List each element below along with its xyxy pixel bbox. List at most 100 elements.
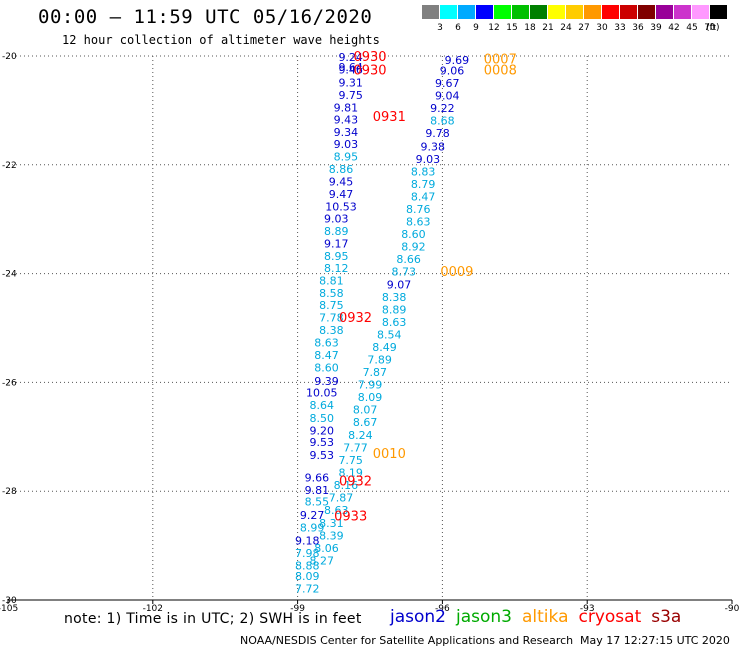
legend-entry: jason3 <box>456 607 512 627</box>
wave-height-value: 9.39 <box>314 375 339 388</box>
y-tick-label: -28 <box>2 487 17 497</box>
wave-height-value: 8.75 <box>319 299 344 312</box>
y-tick-label: -22 <box>2 161 17 171</box>
color-scale-label: 15 <box>506 23 518 33</box>
pass-time-label: 0932 <box>339 474 372 489</box>
pass-time-label: 0007 <box>484 53 517 68</box>
wave-height-value: 8.39 <box>319 529 344 542</box>
color-scale-label: 36 <box>632 23 644 33</box>
wave-height-value: 9.22 <box>430 102 455 115</box>
color-swatch <box>656 5 673 19</box>
wave-height-value: 8.86 <box>329 163 354 176</box>
wave-height-value: 8.81 <box>319 275 344 288</box>
wave-height-value: 9.03 <box>416 153 441 166</box>
y-tick-label: -30 <box>2 596 17 606</box>
x-tick-label: -96 <box>435 604 450 614</box>
wave-height-value: 8.76 <box>406 203 431 216</box>
wave-height-value: 9.75 <box>338 89 363 102</box>
wave-height-value: 8.60 <box>314 362 339 375</box>
wave-height-value: 9.18 <box>295 535 320 548</box>
wave-height-value: 9.53 <box>309 436 334 449</box>
wave-height-value: 8.63 <box>324 504 349 517</box>
wave-height-value: 8.49 <box>372 341 397 354</box>
wave-height-value: 8.89 <box>382 304 407 317</box>
x-tick-label: -105 <box>0 604 18 614</box>
x-tick-label: -90 <box>725 604 740 614</box>
y-tick-label: -20 <box>2 52 17 62</box>
chart-subtitle: 12 hour collection of altimeter wave hei… <box>62 33 380 47</box>
wave-height-value: 8.50 <box>309 412 334 425</box>
pass-time-label: 0931 <box>373 110 406 125</box>
color-swatch <box>638 5 655 19</box>
color-scale-label: 24 <box>560 23 572 33</box>
wave-height-value: 9.38 <box>420 140 445 153</box>
wave-height-value: 8.24 <box>348 429 373 442</box>
wave-height-value: 7.89 <box>367 354 392 367</box>
wave-height-value: 8.09 <box>358 391 383 404</box>
color-swatch <box>476 5 493 19</box>
color-scale-unit: (ft) <box>706 23 720 33</box>
wave-height-value: 8.38 <box>382 291 407 304</box>
wave-height-value: 8.06 <box>314 542 339 555</box>
color-swatch <box>710 5 727 19</box>
wave-height-value: 8.66 <box>396 253 421 266</box>
wave-height-value: 9.03 <box>324 213 349 226</box>
wave-height-value: 8.55 <box>305 496 330 509</box>
wave-height-value: 9.64 <box>338 61 363 74</box>
wave-height-value: 9.03 <box>334 138 359 151</box>
wave-height-value: 8.47 <box>411 190 436 203</box>
wave-height-value: 9.53 <box>309 449 334 462</box>
color-swatch <box>620 5 637 19</box>
wave-height-value: 7.75 <box>338 454 363 467</box>
legend-entry: s3a <box>651 607 682 627</box>
wave-height-value: 9.66 <box>305 472 330 485</box>
pass-time-label: 0930 <box>353 64 386 79</box>
wave-height-value: 8.31 <box>319 517 344 530</box>
legend-entry: jason2 <box>390 607 446 627</box>
color-scale-label: 9 <box>473 23 479 33</box>
color-swatch <box>440 5 457 19</box>
pass-time-label: 0010 <box>373 447 406 462</box>
color-scale-label: 45 <box>686 23 698 33</box>
wave-height-value: 8.67 <box>353 416 378 429</box>
wave-height-value: 9.04 <box>435 90 460 103</box>
wave-height-value: 9.07 <box>387 278 412 291</box>
wave-height-value: 8.73 <box>392 265 417 278</box>
color-scale-label: 39 <box>650 23 662 33</box>
legend-entry: cryosat <box>578 607 642 627</box>
legend-entry: altika <box>522 607 569 627</box>
color-scale-label: 6 <box>455 23 461 33</box>
wave-height-value: 9.45 <box>329 176 354 189</box>
wave-height-value: 7.77 <box>343 442 368 455</box>
color-scale-label: 12 <box>488 23 500 33</box>
credit-line: NOAA/NESDIS Center for Satellite Applica… <box>240 634 574 647</box>
wave-height-value: 7.72 <box>295 583 320 596</box>
wave-height-value: 8.38 <box>319 324 344 337</box>
wave-height-value: 9.20 <box>309 424 334 437</box>
wave-height-value: 8.60 <box>401 228 426 241</box>
wave-height-value: 8.95 <box>334 151 359 164</box>
pass-time-label: 0009 <box>440 265 473 280</box>
color-swatch <box>584 5 601 19</box>
wave-height-value: 8.12 <box>324 262 349 275</box>
color-scale-label: 33 <box>614 23 626 33</box>
wave-height-value: 9.24 <box>338 51 363 64</box>
wave-height-value: 8.47 <box>314 349 339 362</box>
color-swatch <box>692 5 709 19</box>
wave-height-value: 8.63 <box>406 215 431 228</box>
wave-height-value: 8.79 <box>411 178 436 191</box>
wave-height-value: 8.99 <box>300 522 325 535</box>
x-tick-label: -102 <box>143 604 163 614</box>
color-swatch <box>422 5 439 19</box>
wave-height-value: 9.69 <box>445 54 470 67</box>
wave-height-value: 8.19 <box>338 467 363 480</box>
color-swatch <box>566 5 583 19</box>
wave-height-value: 10.53 <box>325 201 357 214</box>
color-scale-label: 30 <box>596 23 608 33</box>
wave-height-value: 8.64 <box>309 399 334 412</box>
wave-height-value: 8.88 <box>295 560 320 573</box>
wave-height-value: 8.92 <box>401 240 426 253</box>
pass-time-label: 0930 <box>353 50 386 65</box>
color-swatch <box>674 5 691 19</box>
